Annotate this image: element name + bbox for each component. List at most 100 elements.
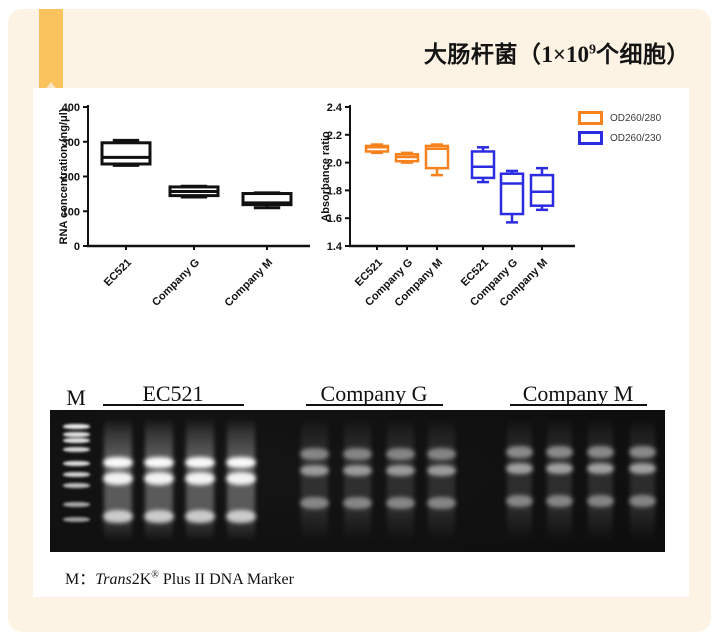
box-od260-230-company-g [499, 169, 525, 224]
figure-panel: 0 100 200 300 400 RNA concentration (ng/μl) EC… [33, 88, 689, 597]
gel-lane-marker [63, 410, 90, 552]
lane-smear [507, 418, 532, 542]
gel-group-underline [103, 404, 244, 406]
gel-lane-label-marker: M [66, 385, 86, 410]
rna-band [300, 497, 329, 509]
rna-concentration-boxplot: 0 100 200 300 400 RNA concentration (ng/μl) EC… [53, 98, 333, 309]
box-rna-concentration-ec521 [100, 138, 152, 167]
rna-band [343, 465, 372, 476]
y-axis-label: RNA concentration (ng/μl) [58, 108, 70, 244]
box-od260-230-ec521 [470, 146, 496, 184]
lane-smear [344, 418, 371, 542]
y-tick-label: 200 [62, 172, 80, 184]
gel-lane-company-m [546, 410, 573, 552]
rna-band [629, 446, 656, 458]
rna-band [386, 497, 415, 509]
legend-label: OD260/230 [610, 132, 662, 144]
y-tick-label: 2.4 [327, 102, 343, 114]
rna-band [587, 463, 614, 474]
rna-band [300, 465, 329, 476]
marker-band [63, 502, 90, 507]
gel-lane-ec521 [144, 410, 174, 552]
rna-band [386, 448, 415, 460]
rna-band [103, 472, 133, 485]
gel-lane-ec521 [103, 410, 133, 552]
x-category-label: Company M [223, 257, 276, 308]
title-cell-count: 1×109 [541, 42, 596, 67]
gel-lane-company-g [427, 410, 456, 552]
rna-band [226, 472, 256, 485]
marker-band [63, 483, 90, 488]
rna-band [144, 510, 174, 523]
y-tick-label: 1.6 [327, 213, 342, 225]
y-tick-label: 100 [62, 206, 80, 218]
title-cjk-prefix: 大肠杆菌（ [423, 41, 542, 67]
box-od260-230-company-m [529, 166, 555, 212]
bookmark-ribbon [39, 9, 63, 97]
y-axis-label: Absorbance ratio [320, 131, 332, 222]
gel-group-label-company-g: Company G [320, 381, 428, 406]
gel-lane-ec521 [226, 410, 256, 552]
y-tick-label: 0 [74, 241, 80, 253]
marker-band [63, 424, 90, 429]
marker-band [63, 517, 90, 522]
rna-band [587, 495, 614, 507]
box-rna-concentration-company-m [241, 191, 293, 210]
rna-band [587, 446, 614, 458]
rna-band [506, 446, 533, 458]
rna-band [343, 497, 372, 509]
gel-caption: M：Trans2K® Plus II DNA Marker [65, 565, 294, 589]
lane-smear [428, 418, 455, 542]
rna-band [300, 448, 329, 460]
rna-band [103, 510, 133, 523]
box-od260-280-company-m [424, 143, 450, 177]
x-category-label: EC521 [102, 257, 134, 289]
marker-band [63, 432, 90, 437]
y-tick-label: 1.8 [327, 185, 342, 197]
marker-band [63, 461, 90, 466]
box-od260-280-company-g [394, 151, 420, 164]
legend-item-od260-230: OD260/230 [578, 131, 661, 145]
absorbance-ratio-boxplot: 1.4 1.6 1.8 2.0 2.2 2.4 Absorbance ratio EC521 C… [318, 98, 608, 309]
marker-band [63, 447, 90, 452]
rna-band [144, 457, 174, 468]
rna-band [629, 495, 656, 507]
marker-band [63, 438, 90, 443]
lane-smear [630, 418, 655, 542]
lane-smear [588, 418, 613, 542]
rna-band [185, 457, 215, 468]
legend-swatch-od260-280 [578, 111, 603, 125]
legend-item-od260-280: OD260/280 [578, 111, 661, 125]
chart-legend: OD260/280 OD260/230 [578, 111, 661, 151]
y-tick-label: 1.4 [327, 241, 343, 253]
rna-band [546, 495, 573, 507]
rna-band [185, 472, 215, 485]
gel-lane-company-m [587, 410, 614, 552]
rna-band [546, 463, 573, 474]
box-od260-280-ec521 [364, 143, 390, 155]
rna-band [506, 463, 533, 474]
rna-band [185, 510, 215, 523]
gel-lane-company-g [343, 410, 372, 552]
rna-band [546, 446, 573, 458]
rna-band [427, 465, 456, 476]
caption-marker-label: M： [65, 571, 96, 588]
title-cjk-suffix: 个细胞） [596, 41, 690, 67]
lane-smear [301, 418, 328, 542]
x-category-label: Company G [150, 257, 202, 308]
gel-lane-company-g [386, 410, 415, 552]
title-exponent: 9 [589, 42, 596, 58]
rna-band [144, 472, 174, 485]
gel-electrophoresis-image [50, 410, 665, 552]
rna-band [629, 463, 656, 474]
marker-band [63, 472, 90, 477]
rna-band [103, 457, 133, 468]
rna-band [226, 457, 256, 468]
gel-lane-company-m [506, 410, 533, 552]
lane-smear [387, 418, 414, 542]
y-tick-label: 300 [62, 137, 80, 149]
y-tick-label: 2.0 [327, 158, 342, 170]
rna-band [386, 465, 415, 476]
